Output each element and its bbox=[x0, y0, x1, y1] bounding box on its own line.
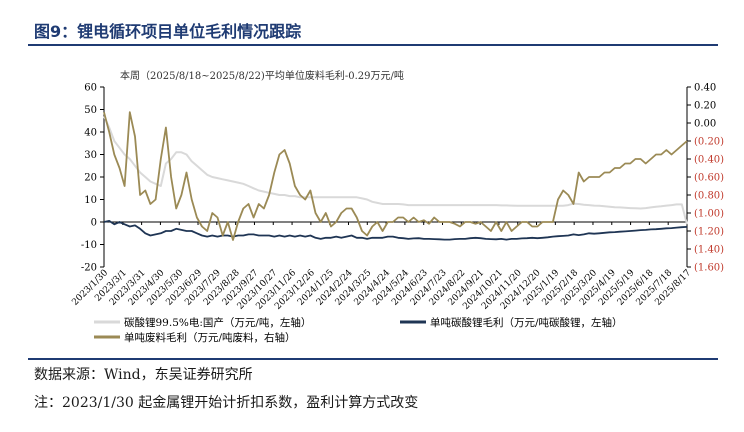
right-tick-label: (1.60) bbox=[694, 263, 724, 274]
right-tick-label: (0.60) bbox=[694, 173, 724, 184]
left-tick-label: 20 bbox=[84, 173, 97, 184]
series-line-1 bbox=[103, 115, 688, 225]
series-line-3 bbox=[103, 111, 688, 241]
title-rule bbox=[28, 44, 718, 46]
right-tick-label: 0.40 bbox=[694, 83, 716, 94]
left-tick-label: 0 bbox=[91, 218, 97, 229]
right-tick-label: (1.00) bbox=[694, 209, 724, 220]
left-tick-label: -20 bbox=[81, 263, 97, 274]
chart-annotation: 本周（2025/8/18~2025/8/22)平均单位废料毛利-0.29万元/吨 bbox=[120, 69, 404, 82]
right-tick-label: (0.80) bbox=[694, 191, 724, 202]
legend-label-1: 碳酸锂99.5%电:国产（万元/吨，左轴） bbox=[124, 316, 311, 329]
series-line-2 bbox=[103, 220, 688, 241]
line-chart: 本周（2025/8/18~2025/8/22)平均单位废料毛利-0.29万元/吨… bbox=[70, 69, 724, 344]
right-tick-label: 0.20 bbox=[694, 101, 716, 112]
right-tick-label: (0.40) bbox=[694, 155, 724, 166]
left-tick-label: 30 bbox=[84, 150, 97, 161]
right-tick-label: 0.00 bbox=[694, 119, 716, 130]
data-source: 数据来源：Wind，东吴证券研究所 bbox=[34, 367, 253, 383]
legend-label-3: 单吨废料毛利（万元/吨废料，右轴） bbox=[124, 331, 296, 344]
footer-rule bbox=[28, 358, 718, 360]
left-tick-label: -10 bbox=[81, 240, 97, 251]
right-tick-label: (1.20) bbox=[694, 227, 724, 238]
right-tick-label: (0.20) bbox=[694, 137, 724, 148]
left-tick-label: 40 bbox=[84, 128, 97, 139]
legend-label-2: 单吨碳酸锂毛利（万元/吨碳酸锂，左轴） bbox=[430, 316, 623, 329]
left-tick-label: 60 bbox=[84, 83, 97, 94]
figure-title: 图9：锂电循环项目单位毛利情况跟踪 bbox=[34, 22, 302, 41]
left-tick-label: 10 bbox=[84, 195, 97, 206]
left-tick-label: 50 bbox=[84, 105, 97, 116]
right-tick-label: (1.40) bbox=[694, 245, 724, 256]
chart-note: 注：2023/1/30 起金属锂开始计折扣系数，盈利计算方式改变 bbox=[34, 395, 419, 411]
